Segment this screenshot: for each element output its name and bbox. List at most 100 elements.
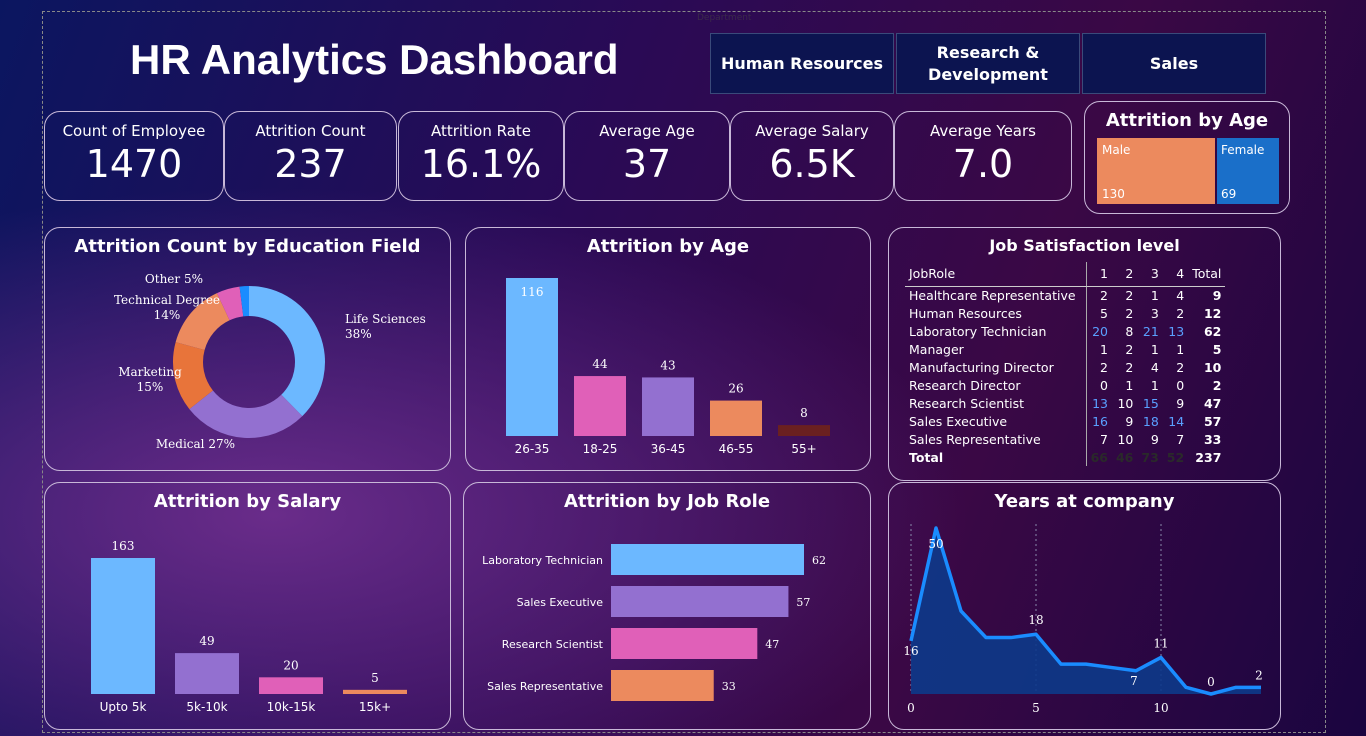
- bar: [611, 586, 789, 617]
- bar: [175, 653, 239, 694]
- table-header: JobRole 1 2 3 4 Total: [905, 262, 1226, 287]
- kpi-label: Count of Employee: [62, 122, 206, 140]
- table-cell: Human Resources: [905, 304, 1087, 322]
- table-cell: 2: [1125, 287, 1134, 303]
- bar: [611, 628, 758, 659]
- table-cell: 2: [1100, 359, 1108, 375]
- table-cell: 1: [1150, 341, 1159, 357]
- table-cell: 1: [1150, 377, 1159, 393]
- column-header[interactable]: Total: [1188, 262, 1226, 287]
- female-tile[interactable]: Female 69: [1217, 138, 1279, 204]
- years-area-panel: Years at company 0 5 10 16 50 18 7 11 0 2: [888, 482, 1281, 730]
- table-cell: Laboratory Technician: [905, 322, 1087, 340]
- table-cell: Sales Representative: [905, 430, 1087, 448]
- table-cell: 2: [1176, 359, 1185, 375]
- male-value: 130: [1102, 187, 1125, 201]
- table-cell: 16: [1092, 413, 1108, 429]
- table-cell: 14: [1168, 413, 1185, 429]
- kpi-card: Attrition Rate 16.1%: [398, 111, 564, 201]
- table-cell: 18: [1142, 413, 1159, 429]
- column-header[interactable]: 1: [1086, 262, 1112, 287]
- tick-label: 46-55: [719, 442, 754, 456]
- table-cell: 5: [1212, 341, 1222, 357]
- table-row: Sales Executive 16 9 18 14 57: [905, 412, 1225, 430]
- department-slicer-label: Department: [697, 13, 752, 23]
- kpi-card: Attrition Count 237: [224, 111, 397, 201]
- panel-title: Attrition by Salary: [153, 491, 342, 512]
- dept-button-hr[interactable]: Human Resources: [710, 33, 894, 94]
- panel-title: Years at company: [994, 491, 1175, 512]
- kpi-value: 237: [274, 142, 347, 186]
- column-header[interactable]: 4: [1162, 262, 1189, 287]
- tick-label: Sales Executive: [517, 596, 604, 609]
- tick-label: 26-35: [515, 442, 550, 456]
- table-cell: 9: [1176, 395, 1185, 411]
- kpi-card: Average Years 7.0: [894, 111, 1072, 201]
- column-header[interactable]: 3: [1137, 262, 1163, 287]
- panel-title: Job Satisfaction level: [989, 236, 1180, 255]
- table-row: Healthcare Representative 2 2 1 4 9: [905, 286, 1225, 304]
- total-cell: 73: [1141, 449, 1159, 465]
- table-row: Manufacturing Director 2 2 4 2 10: [905, 358, 1225, 376]
- tick-label: 10: [1153, 701, 1168, 715]
- data-label: 8: [800, 406, 808, 420]
- bar: [574, 376, 626, 436]
- table-cell: 2: [1100, 287, 1108, 303]
- gender-title: Attrition by Age: [1105, 110, 1269, 131]
- tick-label: 5: [1032, 701, 1040, 715]
- table-cell: 8: [1125, 323, 1134, 339]
- job-satisfaction-panel: Job Satisfaction level JobRole 1 2 3 4 Total H…: [888, 227, 1281, 481]
- male-tile[interactable]: Male 130: [1097, 138, 1215, 204]
- table-cell: 9: [1150, 431, 1159, 447]
- kpi-value: 1470: [85, 142, 183, 186]
- donut-slice: [173, 342, 213, 410]
- donut-label: Medical 27%: [156, 437, 235, 451]
- column-header[interactable]: JobRole: [905, 262, 1087, 287]
- kpi-label: Average Salary: [755, 122, 869, 140]
- table-row: Manager 1 2 1 1 5: [905, 340, 1225, 358]
- table-cell: 7: [1100, 431, 1108, 447]
- donut-slice: [239, 286, 249, 317]
- table-cell: 13: [1168, 323, 1185, 339]
- table-cell: 10: [1203, 359, 1222, 375]
- table-cell: 2: [1125, 359, 1134, 375]
- table-cell: 0: [1176, 377, 1185, 393]
- jobrole-bar-panel: Attrition by Job Role 62 Laboratory Techn…: [463, 482, 871, 730]
- data-label: 116: [521, 285, 544, 299]
- age-bar-panel: Attrition by Age 116 26-35 44 18-25 43 36-45 2…: [465, 227, 871, 471]
- table-cell: 2: [1125, 305, 1134, 321]
- female-label: Female: [1221, 143, 1265, 157]
- male-label: Male: [1102, 143, 1131, 157]
- table-cell: 5: [1100, 305, 1108, 321]
- panel-title: Attrition Count by Education Field: [74, 236, 421, 257]
- table-cell: 0: [1100, 377, 1108, 393]
- table-cell: 3: [1150, 305, 1159, 321]
- kpi-label: Average Years: [930, 122, 1036, 140]
- kpi-value: 16.1%: [420, 142, 542, 186]
- table-cell: 15: [1142, 395, 1159, 411]
- column-header[interactable]: 2: [1111, 262, 1138, 287]
- table-cell: Manager: [905, 340, 1087, 358]
- table-cell: 10: [1117, 395, 1134, 411]
- table-cell: 9: [1212, 287, 1222, 303]
- bar: [611, 670, 714, 701]
- dept-button-sales[interactable]: Sales: [1082, 33, 1266, 94]
- table-cell: Research Scientist: [905, 394, 1087, 412]
- donut-label: Marketing: [118, 365, 182, 379]
- table-cell: 13: [1092, 395, 1108, 411]
- table-cell: 33: [1203, 431, 1222, 447]
- data-label: 62: [812, 554, 826, 567]
- table-cell: Manufacturing Director: [905, 358, 1087, 376]
- job-satisfaction-matrix: JobRole 1 2 3 4 Total Healthcare Representativ…: [905, 262, 1226, 466]
- table-cell: 2: [1125, 341, 1134, 357]
- table-row: Sales Representative 7 10 9 7 33: [905, 430, 1225, 448]
- donut-label: Technical Degree: [114, 293, 220, 307]
- kpi-value: 7.0: [952, 142, 1014, 186]
- dept-button-rd[interactable]: Research & Development: [896, 33, 1080, 94]
- total-cell: 46: [1115, 449, 1134, 465]
- table-cell: 57: [1203, 413, 1222, 429]
- data-label: 49: [199, 634, 214, 648]
- bar: [91, 558, 155, 694]
- tick-label: 0: [907, 701, 915, 715]
- table-cell: Research Director: [905, 376, 1087, 394]
